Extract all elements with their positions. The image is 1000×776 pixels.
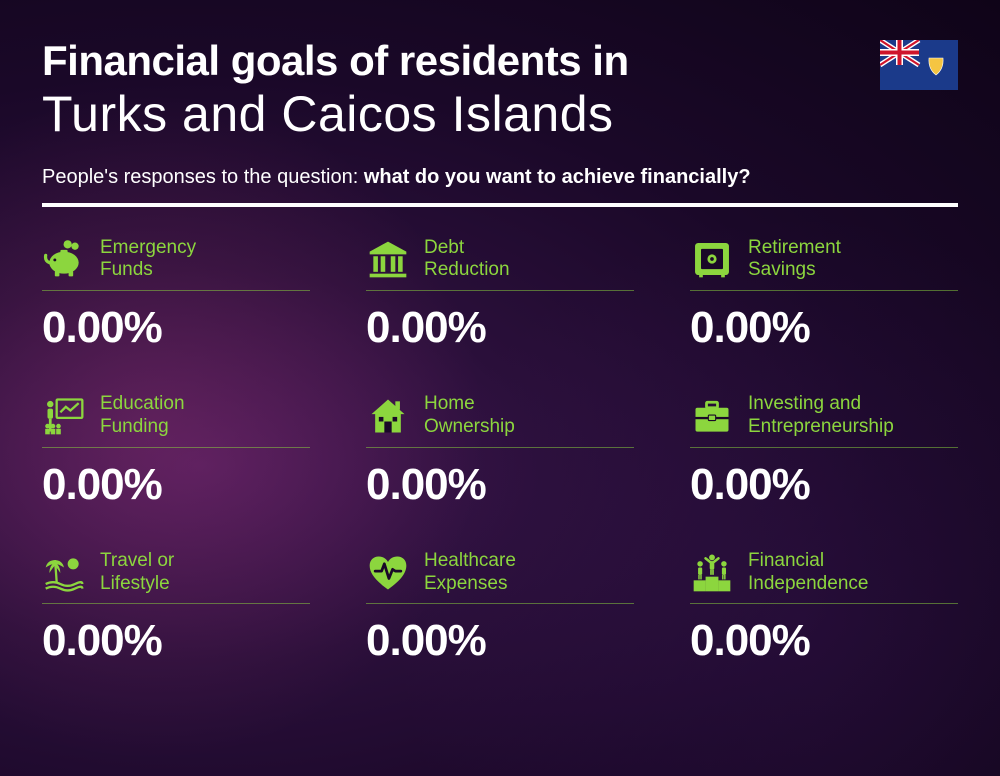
item-head: Healthcare Expenses	[366, 550, 634, 605]
header: Financial goals of residents in Turks an…	[42, 38, 958, 207]
goal-label: Debt Reduction	[424, 237, 510, 283]
goal-financial-independence: Financial Independence 0.00%	[690, 550, 958, 667]
goal-label: Home Ownership	[424, 393, 515, 439]
subtitle-prefix: People's responses to the question:	[42, 166, 364, 188]
item-head: Home Ownership	[366, 393, 634, 448]
goal-label: Education Funding	[100, 393, 185, 439]
goal-debt-reduction: Debt Reduction 0.00%	[366, 237, 634, 354]
podium-icon	[690, 551, 734, 595]
goal-retirement-savings: Retirement Savings 0.00%	[690, 237, 958, 354]
goal-value: 0.00%	[366, 460, 634, 510]
goal-label: Retirement Savings	[748, 237, 841, 283]
subtitle-bold: what do you want to achieve financially?	[364, 166, 751, 188]
goal-value: 0.00%	[690, 303, 958, 353]
item-head: Financial Independence	[690, 550, 958, 605]
goal-investing: Investing and Entrepreneurship 0.00%	[690, 393, 958, 510]
travel-icon	[42, 551, 86, 595]
divider	[42, 203, 958, 207]
goal-label: Healthcare Expenses	[424, 550, 516, 596]
goal-travel-lifestyle: Travel or Lifestyle 0.00%	[42, 550, 310, 667]
goal-value: 0.00%	[366, 616, 634, 666]
goal-value: 0.00%	[42, 303, 310, 353]
goal-emergency-funds: Emergency Funds 0.00%	[42, 237, 310, 354]
goal-healthcare: Healthcare Expenses 0.00%	[366, 550, 634, 667]
goal-label: Travel or Lifestyle	[100, 550, 174, 596]
house-icon	[366, 394, 410, 438]
flag-icon	[880, 40, 958, 90]
item-head: Debt Reduction	[366, 237, 634, 292]
safe-icon	[690, 237, 734, 281]
item-head: Education Funding	[42, 393, 310, 448]
goal-label: Emergency Funds	[100, 237, 196, 283]
subtitle: People's responses to the question: what…	[42, 166, 958, 189]
goal-education-funding: Education Funding 0.00%	[42, 393, 310, 510]
item-head: Emergency Funds	[42, 237, 310, 292]
bank-icon	[366, 237, 410, 281]
goal-value: 0.00%	[690, 460, 958, 510]
presentation-icon	[42, 394, 86, 438]
item-head: Investing and Entrepreneurship	[690, 393, 958, 448]
item-head: Travel or Lifestyle	[42, 550, 310, 605]
goal-value: 0.00%	[42, 460, 310, 510]
goal-label: Investing and Entrepreneurship	[748, 393, 894, 439]
piggy-bank-icon	[42, 237, 86, 281]
healthcare-icon	[366, 551, 410, 595]
title-line2: Turks and Caicos Islands	[42, 86, 958, 144]
goal-value: 0.00%	[42, 616, 310, 666]
briefcase-icon	[690, 394, 734, 438]
goal-home-ownership: Home Ownership 0.00%	[366, 393, 634, 510]
goal-label: Financial Independence	[748, 550, 868, 596]
goals-grid: Emergency Funds 0.00%	[42, 237, 958, 667]
goal-value: 0.00%	[690, 616, 958, 666]
goal-value: 0.00%	[366, 303, 634, 353]
title-line1: Financial goals of residents in	[42, 38, 958, 84]
item-head: Retirement Savings	[690, 237, 958, 292]
